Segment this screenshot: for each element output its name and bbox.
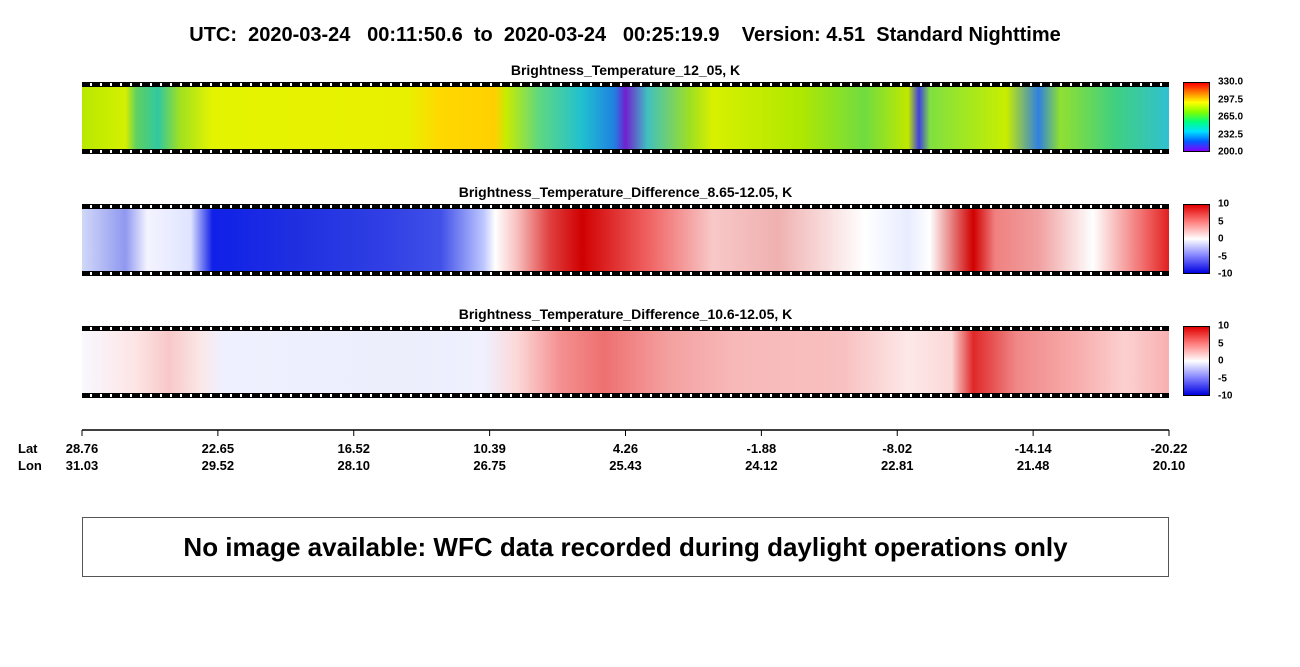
- colorbar-tick-label: 0: [1218, 233, 1224, 245]
- colorbar: [1183, 204, 1210, 274]
- strip-edge: [82, 271, 1169, 276]
- lon-label: 29.52: [201, 458, 235, 473]
- panel-title: Brightness_Temperature_12_05, K: [510, 62, 741, 78]
- colorbar: [1183, 326, 1210, 396]
- lat-label: -20.22: [1150, 441, 1188, 456]
- colorbar-tick-label: 232.5: [1218, 129, 1244, 140]
- strip-edge: [82, 82, 1169, 87]
- lat-label: 4.26: [612, 441, 639, 456]
- axis-ticks: [81, 430, 1170, 436]
- strip-edge: [82, 204, 1169, 209]
- colorbar-tick-label: 5: [1218, 216, 1224, 227]
- colorbar-tick-label: 265.0: [1218, 111, 1244, 123]
- lon-label: 24.12: [745, 458, 778, 473]
- colorbar-tick-label: 0: [1218, 355, 1224, 367]
- lon-label: 20.10: [1152, 458, 1186, 473]
- strip-edge: [82, 393, 1169, 398]
- colorbar-tick-label: 297.5: [1218, 94, 1244, 105]
- lat-row-label: Lat: [18, 441, 38, 456]
- lat-label: 28.76: [65, 441, 99, 456]
- lon-label: 22.81: [880, 458, 914, 473]
- strip-edge: [82, 326, 1169, 331]
- lat-label: 10.39: [473, 441, 506, 456]
- lon-label: 31.03: [65, 458, 99, 473]
- colorbar-tick-label: -5: [1218, 251, 1227, 262]
- lat-label: -1.88: [746, 441, 777, 456]
- message: No image available: WFC data recorded du…: [183, 531, 1068, 562]
- colorbar-tick-label: -5: [1218, 373, 1227, 384]
- colorbar-tick-label: 330.0: [1218, 76, 1244, 88]
- lat-label: 16.52: [337, 441, 371, 456]
- image-strip: [82, 204, 1169, 276]
- panel-title: Brightness_Temperature_Difference_8.65-1…: [458, 184, 793, 200]
- lon-label: 28.10: [337, 458, 371, 473]
- strip-edge: [82, 149, 1169, 154]
- lon-label: 25.43: [609, 458, 642, 473]
- lon-label: 26.75: [473, 458, 506, 473]
- colorbar-tick-label: 10: [1218, 198, 1230, 210]
- lat-label: 22.65: [201, 441, 235, 456]
- lat-label: -14.14: [1014, 441, 1052, 456]
- lat-label: -8.02: [882, 441, 913, 456]
- colorbar-tick-label: 200.0: [1218, 146, 1244, 158]
- title: UTC: 2020-03-24 00:11:50.6 to 2020-03-24…: [189, 24, 1061, 46]
- image-strip: [82, 326, 1169, 398]
- panel-title: Brightness_Temperature_Difference_10.6-1…: [458, 306, 793, 322]
- image-strip: [82, 82, 1169, 154]
- colorbar-tick-label: -10: [1218, 390, 1233, 402]
- lon-row-label: Lon: [18, 458, 42, 473]
- colorbar-tick-label: 5: [1218, 338, 1224, 349]
- message-box: No image available: WFC data recorded du…: [82, 517, 1169, 577]
- colorbar-tick-label: 10: [1218, 320, 1230, 332]
- colorbar-tick-label: -10: [1218, 268, 1233, 280]
- lon-label: 21.48: [1016, 458, 1050, 473]
- colorbar: [1183, 82, 1210, 152]
